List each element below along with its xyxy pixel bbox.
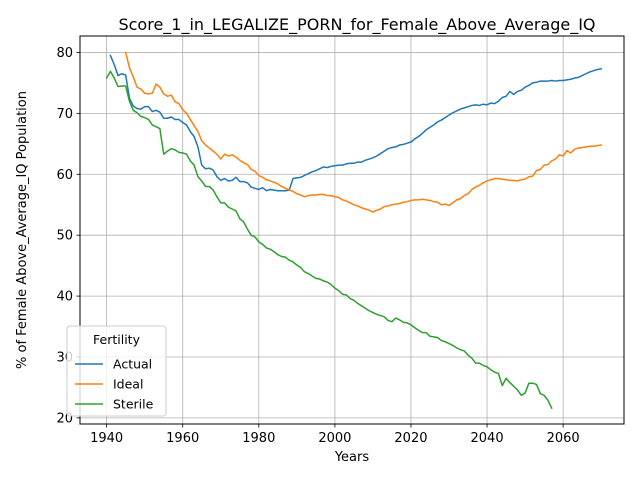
plot-frame <box>79 35 625 425</box>
y-tick-label: 50 <box>56 229 73 244</box>
series-line-sterile <box>105 70 553 410</box>
legend: Fertility Actual Ideal Sterile <box>66 325 167 417</box>
legend-box <box>66 325 167 417</box>
legend-label-actual: Actual <box>113 357 152 372</box>
series-line-ideal <box>124 51 603 213</box>
chart-title: Score_1_in_LEGALIZE_PORN_for_Female_Abov… <box>118 15 595 35</box>
x-axis-label: Years <box>334 450 370 465</box>
legend-label-ideal: Ideal <box>113 377 143 392</box>
y-tick-label: 40 <box>56 290 73 305</box>
x-tick-label: 2020 <box>394 431 427 446</box>
x-tick-label: 1940 <box>90 431 123 446</box>
y-tick-label: 60 <box>56 168 73 183</box>
x-tick-label: 1980 <box>242 431 275 446</box>
x-tick-label: 2000 <box>318 431 351 446</box>
x-tick-label: 2060 <box>547 431 580 446</box>
x-tick-label: 1960 <box>166 431 199 446</box>
x-tick-label: 2040 <box>471 431 504 446</box>
legend-title: Fertility <box>93 332 141 347</box>
legend-label-sterile: Sterile <box>113 397 154 412</box>
axis-ticks: 1940 1960 1980 2000 2020 2040 2060203040506070… <box>56 46 579 446</box>
y-axis-label: % of Female Above_Average_IQ Population <box>15 91 30 369</box>
series-layer <box>105 51 603 410</box>
y-tick-label: 80 <box>56 46 73 61</box>
y-tick-label: 70 <box>56 107 73 122</box>
grid <box>80 36 624 424</box>
series-line-actual <box>109 54 603 192</box>
